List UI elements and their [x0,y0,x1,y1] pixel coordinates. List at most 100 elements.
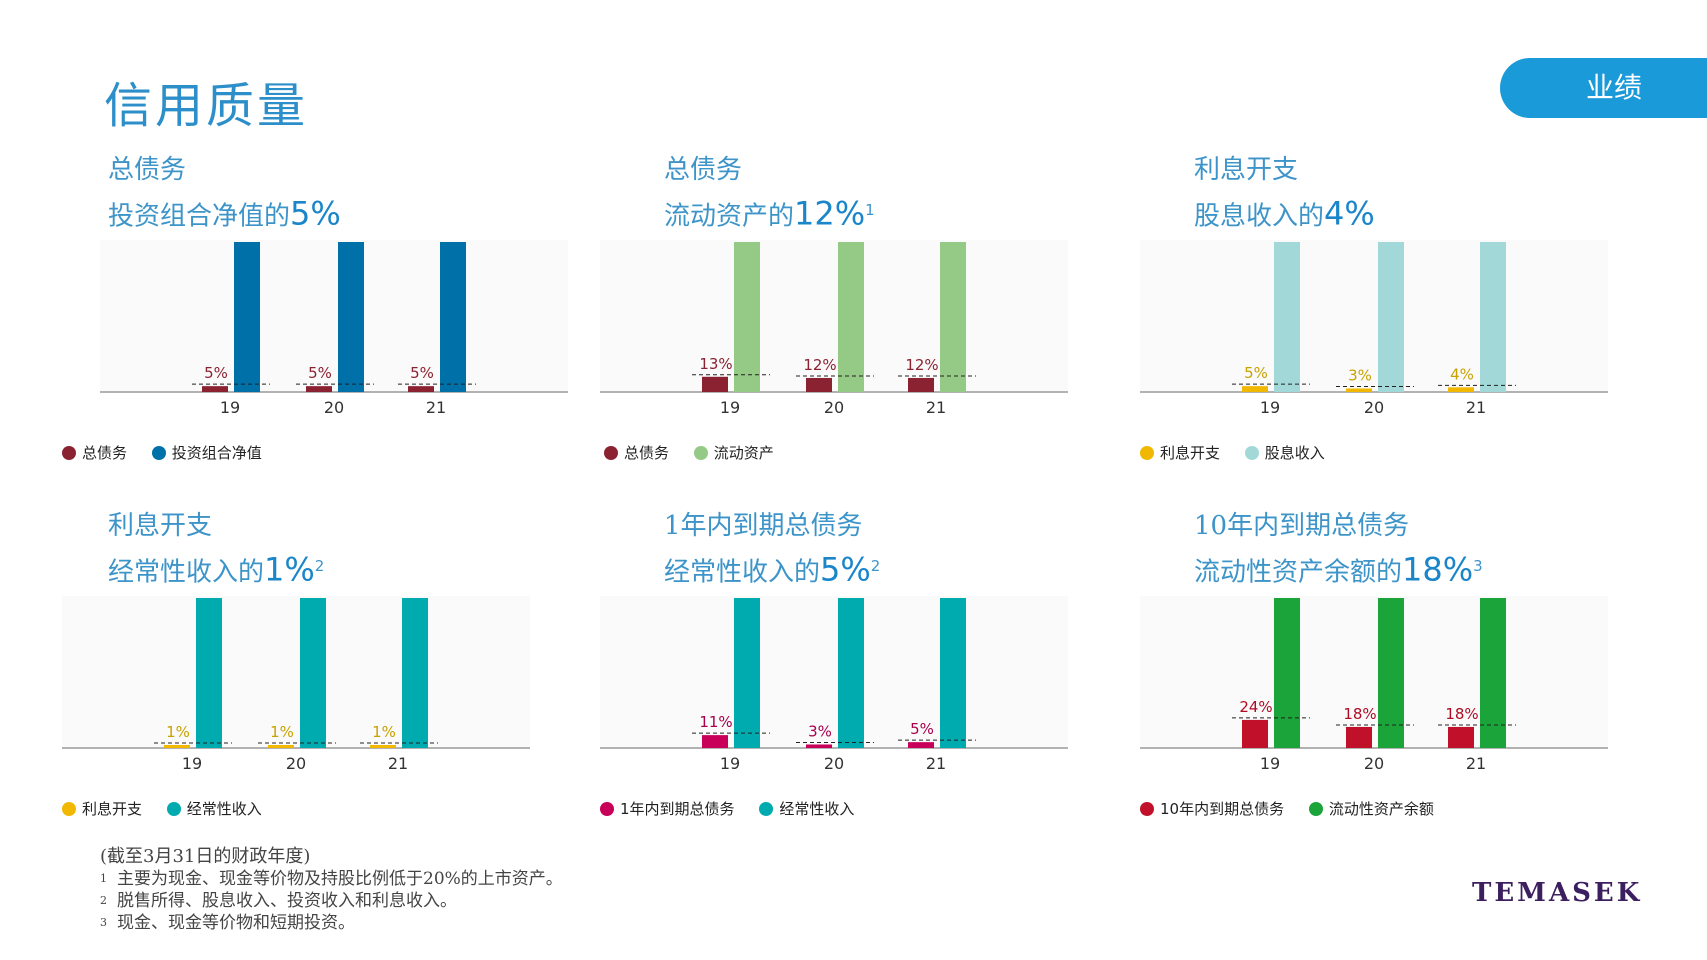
bar-chart: 11% 19 3% 20 5% 21 [600,596,1068,773]
bar-股息收入 [1480,242,1506,392]
bar-10年内到期总债务 [1242,719,1268,748]
legend-swatch [166,801,181,816]
chart-title-value: 12% [794,194,866,233]
bar-投资组合净值 [338,242,364,392]
section-tab[interactable]: 业绩 [1500,58,1707,118]
data-label: 11% [699,713,732,731]
chart-panel: 利息开支 股息收入的4% 5% 19 3% 20 4% 21 利息开支 股息收入 [1140,150,1706,490]
bar-10年内到期总债务 [1346,726,1372,748]
x-tick-label: 21 [1466,398,1486,417]
legend-swatch [62,445,76,460]
footnote-fiscal-year: (截至3月31日的财政年度) [100,846,311,867]
footnote-text: 现金、现金等价物和短期投资。 [117,913,355,933]
chart-legend: 利息开支 股息收入 [1140,442,1345,464]
plot-background [600,240,1068,392]
data-label: 1% [372,723,396,741]
data-label: 18% [1343,705,1376,723]
data-label: 1% [166,723,190,741]
chart-title-line1: 总债务 [664,155,743,185]
x-tick-label: 19 [220,398,240,417]
legend-item: 利息开支 [62,798,142,819]
legend-label: 利息开支 [1160,444,1221,462]
footnote-number: 1 [100,872,107,885]
footnote-ref: 2 [314,557,325,575]
bar-总债务 [908,377,934,392]
x-tick-label: 21 [426,398,446,417]
chart-title-line2: 经常性收入的1%2 [108,546,324,593]
bar-1年内到期总债务 [806,744,832,748]
legend-label: 经常性收入 [779,800,855,818]
data-label: 12% [905,356,938,374]
chart-legend: 10年内到期总债务 流动性资产余额 [1140,798,1454,820]
bar-chart: 5% 19 3% 20 4% 21 [1140,240,1608,417]
data-label: 18% [1445,705,1478,723]
bar-利息开支 [1242,386,1268,392]
chart-title-line1: 利息开支 [108,511,213,541]
x-tick-label: 20 [1364,398,1384,417]
legend-label: 利息开支 [82,800,143,818]
bar-chart: 13% 19 12% 20 12% 21 [600,240,1068,417]
chart-title-text: 经常性收入的 [664,557,821,588]
chart-legend: 利息开支 经常性收入 [62,798,282,820]
bar-经常性收入 [300,598,326,748]
chart-title: 利息开支 经常性收入的1%2 [108,506,324,593]
bar-总债务 [408,386,434,392]
legend-swatch [62,801,76,816]
legend-label: 股息收入 [1264,444,1325,462]
temasek-logo: TEMASEK [1472,878,1643,908]
bar-经常性收入 [838,598,864,748]
footnote-ref: 3 [1473,557,1483,575]
chart-legend: 总债务 流动资产 [604,442,794,464]
legend-label: 投资组合净值 [171,444,262,462]
legend-swatch [600,801,614,816]
section-tab-label: 业绩 [1586,71,1643,104]
x-tick-label: 21 [1466,754,1486,773]
bar-流动资产 [734,242,760,392]
legend-item: 1年内到期总债务 [600,798,735,819]
x-tick-label: 19 [1260,398,1280,417]
chart-title-line1: 总债务 [108,155,187,185]
chart-title: 总债务 投资组合净值的5% [108,150,341,237]
chart-title-line2: 股息收入的4% [1194,190,1375,237]
chart-title-line1: 1年内到期总债务 [664,511,863,541]
footnotes: (截至3月31日的财政年度) 1 主要为现金、现金等价物及持股比例低于20%的上市… [100,846,563,934]
bar-流动性资产余额 [1480,598,1506,748]
bar-1年内到期总债务 [702,735,728,748]
chart-title-value: 18% [1402,550,1474,589]
bar-总债务 [702,376,728,392]
chart-panel: 10年内到期总债务 流动性资产余额的18%3 24% 19 18% 20 18% 21 1… [1140,506,1706,846]
x-tick-label: 19 [182,754,202,773]
legend-label: 总债务 [624,444,670,462]
legend-item: 经常性收入 [759,798,854,819]
x-tick-label: 20 [824,754,844,773]
chart-title-line2: 经常性收入的5%2 [664,546,880,593]
legend-swatch [693,445,708,460]
chart-title: 利息开支 股息收入的4% [1194,150,1375,237]
bar-经常性收入 [402,598,428,748]
data-label: 4% [1450,365,1474,383]
x-tick-label: 19 [720,754,740,773]
bar-经常性收入 [940,598,966,748]
legend-label: 流动资产 [713,444,774,462]
data-label: 5% [410,364,434,382]
plot-background [62,596,530,748]
data-label: 3% [808,722,832,740]
footnote: 2 脱售所得、股息收入、投资收入和利息收入。 [100,890,563,912]
legend-swatch [759,801,774,816]
footnote-number: 3 [100,916,107,929]
footnote-text: 脱售所得、股息收入、投资收入和利息收入。 [117,891,457,911]
legend-label: 10年内到期总债务 [1160,800,1285,818]
legend-item: 利息开支 [1140,442,1220,463]
bar-股息收入 [1378,242,1404,392]
bar-流动资产 [838,242,864,392]
footnote-ref: 1 [865,201,875,219]
bar-10年内到期总债务 [1448,726,1474,748]
plot-background [600,596,1068,748]
data-label: 5% [308,364,332,382]
data-label: 1% [270,723,294,741]
data-label: 12% [803,356,836,374]
legend-label: 经常性收入 [186,800,262,818]
x-tick-label: 20 [1364,754,1384,773]
chart-title-text: 经常性收入的 [108,557,265,588]
legend-swatch [1140,801,1154,816]
